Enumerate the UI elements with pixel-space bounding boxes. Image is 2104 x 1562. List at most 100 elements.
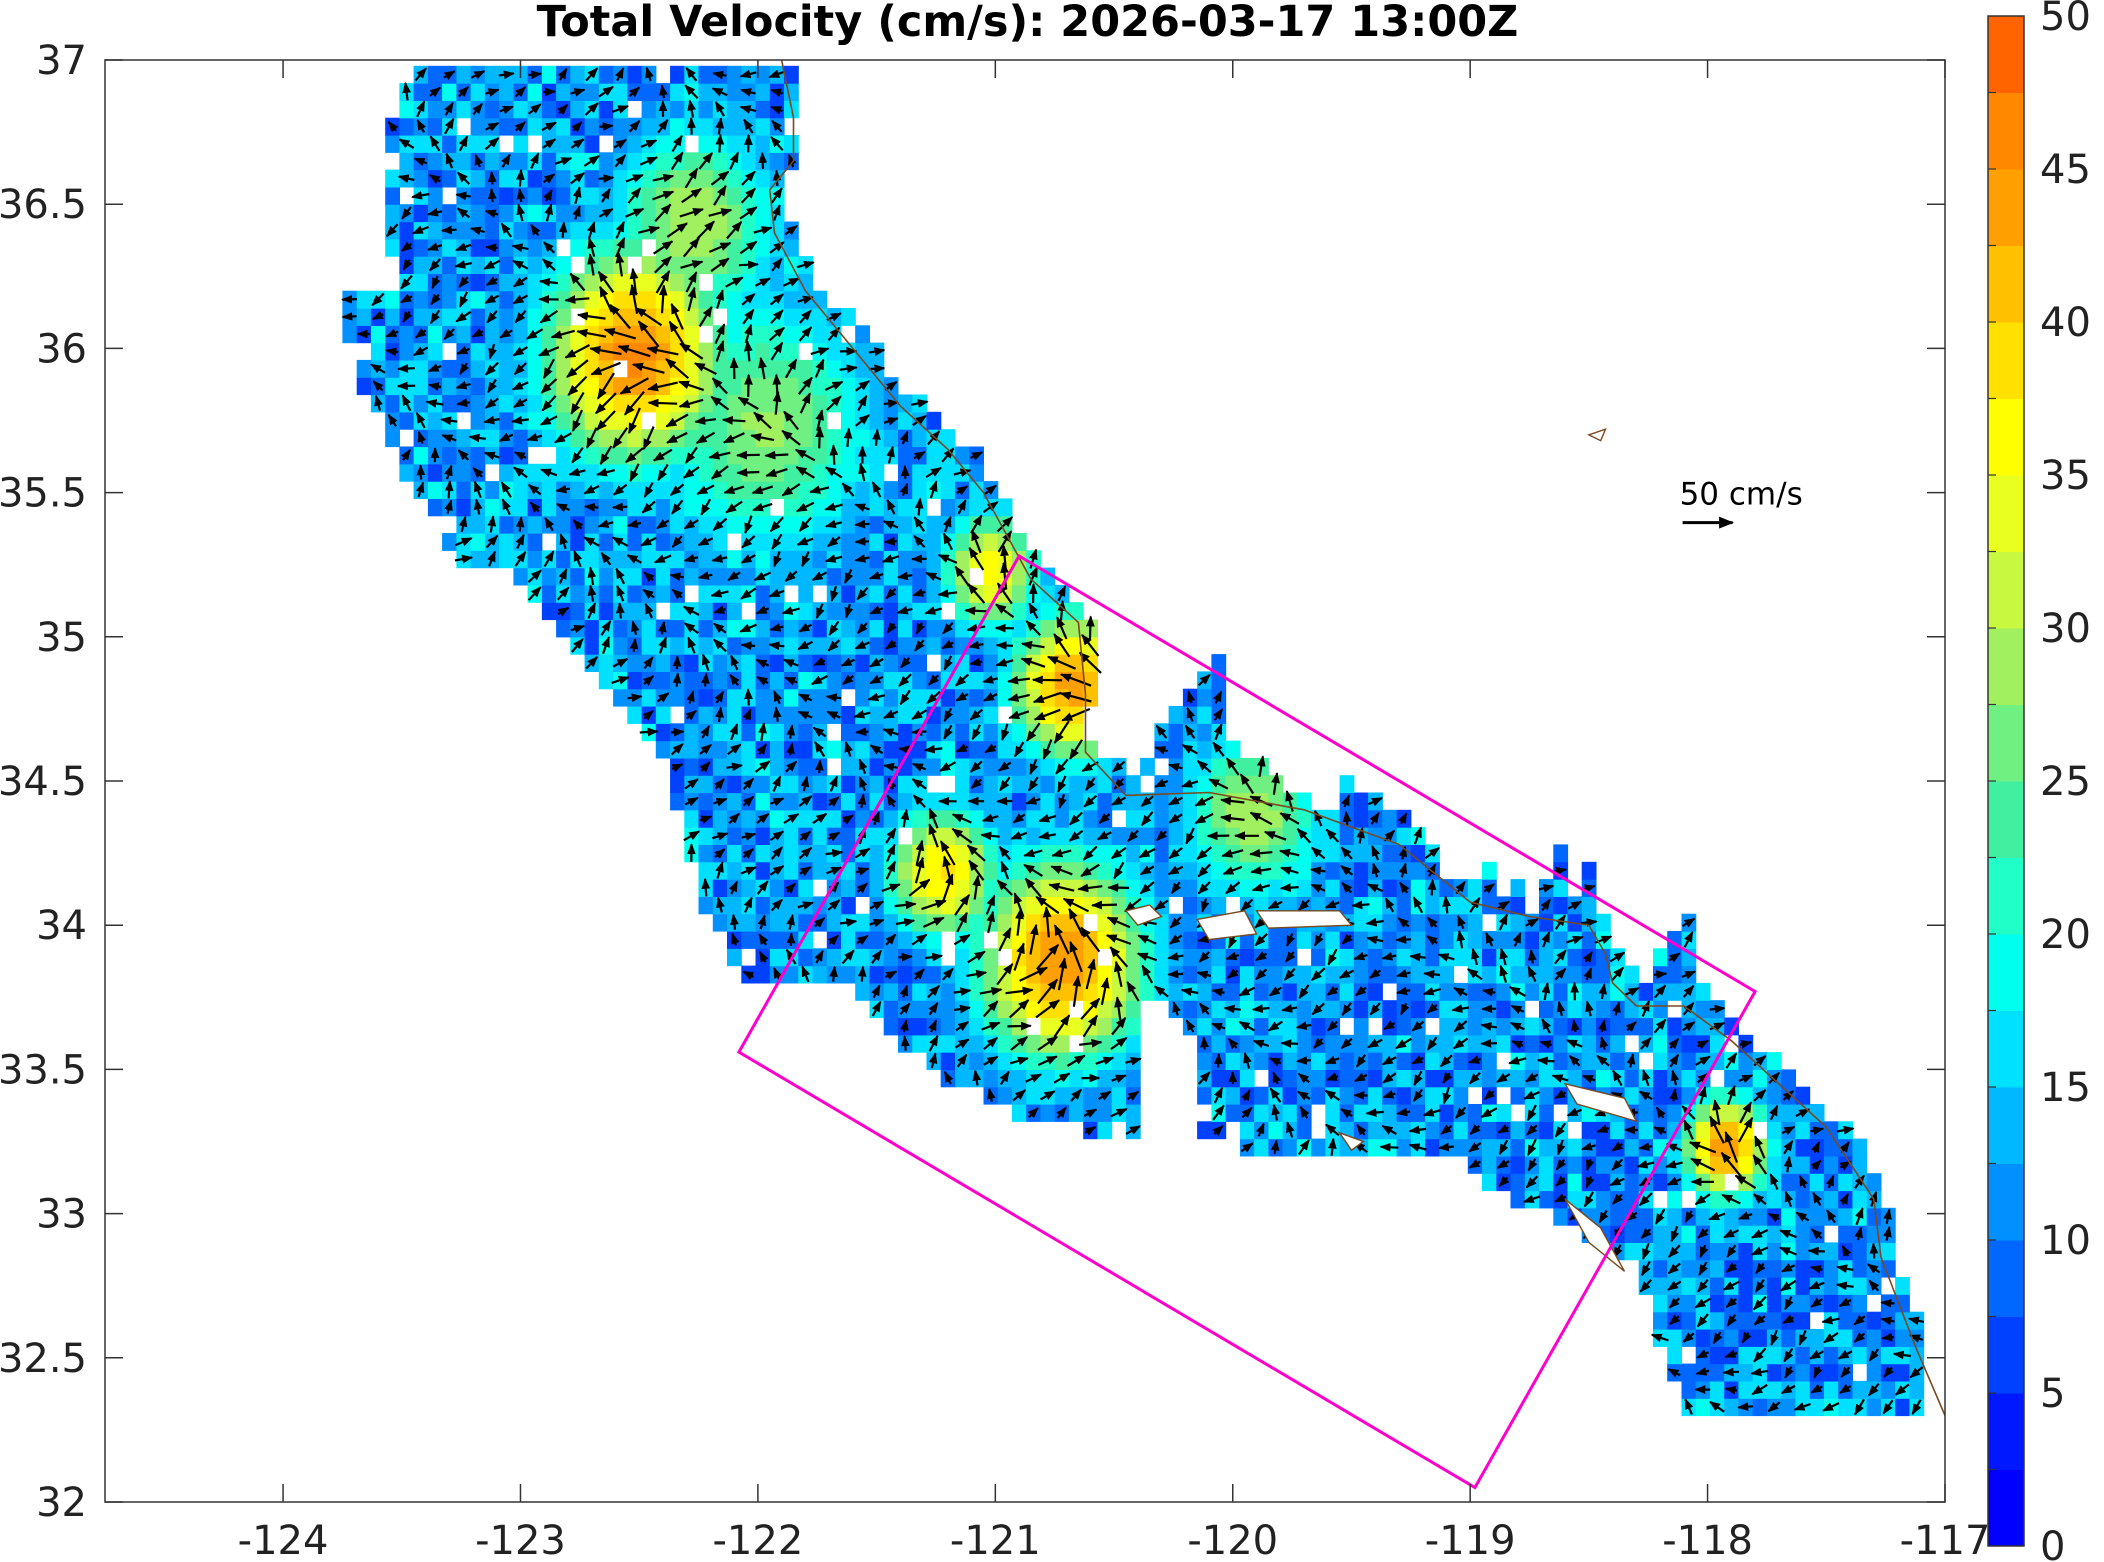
velocity-cell [983,775,999,794]
colorbar-segment [1988,1316,2024,1394]
velocity-arrow [1085,615,1095,640]
velocity-cell [442,377,457,396]
velocity-cell [898,515,913,534]
velocity-cell [598,221,614,240]
velocity-cell [655,533,671,551]
velocity-cell [1738,1311,1754,1330]
velocity-cell [627,654,643,672]
velocity-cell [1496,931,1512,949]
colorbar-segment [1988,16,2024,93]
velocity-cell [613,636,628,655]
velocity-cell [1268,931,1284,949]
velocity-cell [470,394,486,413]
velocity-arrow [738,260,759,270]
velocity-arrow [758,151,768,169]
velocity-arrow [1737,1402,1753,1412]
velocity-cell [1339,982,1355,1001]
velocity-cell [484,498,500,517]
velocity-cell [997,809,1013,828]
velocity-cell [442,238,457,257]
velocity-cell [1710,1363,1725,1382]
velocity-cell [1439,1017,1455,1036]
velocity-cell [655,135,671,153]
velocity-cell [1823,1277,1839,1295]
y-tick-label: 35 [36,615,87,661]
velocity-cell [812,446,828,465]
colorbar-segment [1988,92,2024,170]
velocity-cell [684,723,700,742]
velocity-cell [698,688,714,707]
velocity-cell [1239,757,1255,776]
velocity-cell [841,879,856,897]
velocity-cell [684,757,700,776]
velocity-cell [841,463,856,482]
colorbar-segment [1988,398,2024,476]
velocity-cell [798,723,814,742]
velocity-cell [1439,982,1455,1001]
velocity-cell [499,359,514,378]
velocity-arrow [1342,810,1352,826]
velocity-cell [1054,827,1070,845]
velocity-cell [1311,827,1326,845]
velocity-cell [698,706,714,724]
velocity-cell [1068,602,1084,621]
velocity-cell [727,948,742,967]
velocity-cell [1140,827,1155,845]
velocity-cell [1368,1121,1383,1140]
velocity-cell [1866,1363,1882,1382]
velocity-cell [826,481,842,499]
velocity-cell [684,740,700,759]
velocity-cell [470,515,486,534]
velocity-cell [598,498,614,517]
velocity-cell [1482,1138,1497,1157]
velocity-cell [898,723,913,742]
velocity-arrow [764,450,789,460]
velocity-cell [883,688,899,707]
velocity-cell [1410,861,1426,880]
velocity-cell [470,238,486,257]
velocity-cell [1011,567,1027,586]
velocity-cell [969,982,984,1001]
velocity-cell [442,533,457,551]
velocity-arrow [611,502,628,512]
velocity-cell [1823,1294,1839,1313]
velocity-cell [1225,775,1241,794]
velocity-cell [698,861,714,880]
velocity-cell [556,342,571,361]
velocity-cell [1752,1329,1768,1347]
velocity-cell [1895,1294,1910,1313]
velocity-cell [755,550,771,569]
velocity-cell [456,100,472,119]
velocity-cell [1596,965,1611,984]
velocity-cell [513,567,529,586]
velocity-cell [413,308,429,326]
velocity-cell [513,152,529,171]
velocity-cell [641,169,657,188]
velocity-cell [427,498,443,517]
velocity-cell [955,550,970,569]
velocity-arrow [964,606,988,616]
velocity-arrow [647,398,678,408]
velocity-cell [1581,896,1597,915]
velocity-cell [784,290,799,309]
velocity-cell [1766,1311,1782,1330]
velocity-cell [1838,1311,1853,1330]
colorbar-label: 10 [2040,1218,2091,1264]
velocity-cell [1154,965,1170,984]
velocity-cell [1766,1277,1782,1295]
velocity-cell [727,65,742,84]
velocity-cell [1011,844,1027,863]
velocity-cell [1425,1138,1440,1157]
velocity-cell [1211,654,1227,672]
velocity-cell [983,567,999,586]
velocity-cell [541,100,557,119]
velocity-arrow [772,373,782,398]
velocity-cell [1325,809,1341,828]
velocity-cell [1781,1173,1796,1192]
velocity-cell [1097,1069,1113,1088]
velocity-cell [1795,1242,1811,1261]
velocity-arrow [1365,1108,1384,1117]
velocity-cell [1026,1000,1041,1019]
velocity-arrow [516,188,526,203]
velocity-cell [755,844,771,863]
